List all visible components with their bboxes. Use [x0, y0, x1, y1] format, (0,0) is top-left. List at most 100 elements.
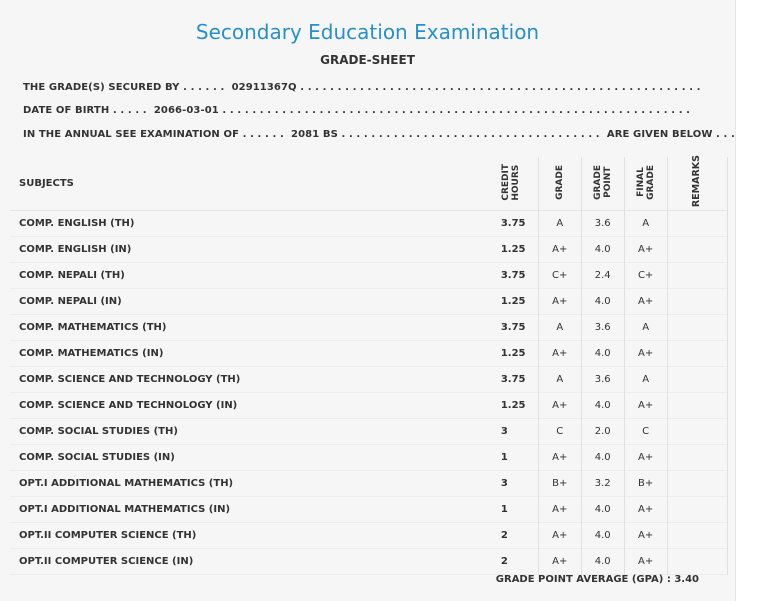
subject-cell: COMP. SCIENCE AND TECHNOLOGY (IN)	[19, 400, 238, 412]
credit-hours-cell: 1.25	[495, 288, 539, 315]
credit-hours-cell: 1.25	[495, 340, 539, 367]
grade-point-cell: 3.6	[581, 314, 625, 341]
final-grade-cell: A+	[624, 548, 668, 575]
grade-cell: A+	[538, 522, 582, 549]
header-final-grade-label: FINAL GRADE	[635, 164, 656, 200]
table-row: OPT.I ADDITIONAL MATHEMATICS (TH) 3 B+ 3.2 B…	[10, 470, 729, 497]
subject-cell: COMP. ENGLISH (IN)	[19, 244, 132, 256]
remarks-cell	[667, 288, 729, 315]
final-grade-cell: C	[624, 418, 668, 445]
grade-point-cell: 2.0	[581, 418, 625, 445]
credit-hours-cell: 3.75	[495, 314, 539, 341]
table-row: COMP. SCIENCE AND TECHNOLOGY (TH) 3.75 A 3.…	[10, 366, 729, 393]
grade-point-cell: 3.2	[581, 470, 625, 497]
header-grade-label: GRADE	[554, 164, 565, 200]
subject-cell: COMP. NEPALI (IN)	[19, 296, 122, 308]
credit-hours-cell: 3.75	[495, 262, 539, 289]
grade-sheet: Secondary Education Examination GRADE-SH…	[10, 0, 736, 601]
table-row: COMP. SCIENCE AND TECHNOLOGY (IN) 1.25 A+ 4…	[10, 392, 729, 419]
table-row: OPT.II COMPUTER SCIENCE (IN) 2 A+ 4.0 A+	[10, 548, 729, 575]
header-remarks-label: REMARKS	[691, 155, 703, 208]
final-grade-cell: A	[624, 366, 668, 393]
grade-point-cell: 2.4	[581, 262, 625, 289]
remarks-cell	[667, 366, 729, 393]
header-final-grade: FINAL GRADE	[624, 157, 668, 211]
grade-cell: A+	[538, 288, 582, 315]
grade-point-cell: 4.0	[581, 522, 625, 549]
remarks-cell	[667, 548, 729, 575]
table-row: COMP. SOCIAL STUDIES (IN) 1 A+ 4.0 A+	[10, 444, 729, 471]
header-grade: GRADE	[538, 157, 582, 211]
grade-point-cell: 4.0	[581, 548, 625, 575]
grade-sheet-heading: GRADE-SHEET	[320, 53, 415, 67]
grade-point-cell: 4.0	[581, 236, 625, 263]
remarks-cell	[667, 340, 729, 367]
final-grade-cell: A+	[624, 444, 668, 471]
subject-cell: OPT.I ADDITIONAL MATHEMATICS (TH)	[19, 478, 234, 490]
grade-cell: A	[538, 314, 582, 341]
final-grade-cell: A+	[624, 288, 668, 315]
final-grade-cell: C+	[624, 262, 668, 289]
remarks-cell	[667, 444, 729, 471]
remarks-cell	[667, 470, 729, 497]
header-subjects: SUBJECTS	[19, 178, 74, 190]
grade-point-cell: 4.0	[581, 340, 625, 367]
table-row: COMP. ENGLISH (IN) 1.25 A+ 4.0 A+	[10, 236, 729, 263]
remarks-cell	[667, 210, 729, 237]
grade-cell: A+	[538, 392, 582, 419]
header-credit-hours: CREDIT HOURS	[495, 157, 539, 211]
grade-cell: B+	[538, 470, 582, 497]
subject-cell: COMP. MATHEMATICS (TH)	[19, 322, 167, 334]
grade-point-cell: 4.0	[581, 496, 625, 523]
subject-cell: COMP. ENGLISH (TH)	[19, 218, 135, 230]
credit-hours-cell: 2	[495, 522, 539, 549]
remarks-cell	[667, 496, 729, 523]
final-grade-cell: A	[624, 314, 668, 341]
subject-cell: COMP. MATHEMATICS (IN)	[19, 348, 164, 360]
examination-line: IN THE ANNUAL SEE EXAMINATION OF . . . .…	[23, 129, 735, 140]
grade-point-cell: 3.6	[581, 366, 625, 393]
grade-point-cell: 4.0	[581, 288, 625, 315]
subject-cell: COMP. SOCIAL STUDIES (IN)	[19, 452, 175, 464]
table-row: OPT.II COMPUTER SCIENCE (TH) 2 A+ 4.0 A+	[10, 522, 729, 549]
table-row: COMP. MATHEMATICS (TH) 3.75 A 3.6 A	[10, 314, 729, 341]
final-grade-cell: A+	[624, 522, 668, 549]
final-grade-cell: A	[624, 210, 668, 237]
final-grade-cell: A+	[624, 392, 668, 419]
header-credit-hours-label: CREDIT HOURS	[500, 163, 521, 201]
final-grade-cell: A+	[624, 340, 668, 367]
subject-cell: COMP. SCIENCE AND TECHNOLOGY (TH)	[19, 374, 241, 386]
subject-cell: OPT.II COMPUTER SCIENCE (IN)	[19, 556, 194, 568]
remarks-cell	[667, 262, 729, 289]
table-row: OPT.I ADDITIONAL MATHEMATICS (IN) 1 A+ 4.0 A…	[10, 496, 729, 523]
remarks-cell	[667, 314, 729, 341]
secured-by-line: THE GRADE(S) SECURED BY . . . . . . 0291…	[23, 82, 701, 93]
grades-table: SUBJECTS CREDIT HOURS GRADE GRADE POINT …	[10, 155, 729, 575]
credit-hours-cell: 2	[495, 548, 539, 575]
gpa-summary: GRADE POINT AVERAGE (GPA) : 3.40	[495, 574, 699, 585]
header-grade-point: GRADE POINT	[581, 157, 625, 211]
grade-point-cell: 3.6	[581, 210, 625, 237]
grade-point-cell: 4.0	[581, 444, 625, 471]
grade-cell: A+	[538, 496, 582, 523]
final-grade-cell: B+	[624, 470, 668, 497]
credit-hours-cell: 1.25	[495, 236, 539, 263]
credit-hours-cell: 3.75	[495, 366, 539, 393]
grade-cell: A+	[538, 444, 582, 471]
remarks-cell	[667, 418, 729, 445]
exam-title: Secondary Education Examination	[195, 20, 540, 44]
subject-cell: COMP. SOCIAL STUDIES (TH)	[19, 426, 178, 438]
remarks-cell	[667, 522, 729, 549]
credit-hours-cell: 3	[495, 470, 539, 497]
grade-cell: A+	[538, 548, 582, 575]
table-row: COMP. ENGLISH (TH) 3.75 A 3.6 A	[10, 210, 729, 237]
remarks-cell	[667, 392, 729, 419]
table-row: COMP. NEPALI (IN) 1.25 A+ 4.0 A+	[10, 288, 729, 315]
grade-cell: C+	[538, 262, 582, 289]
table-row: COMP. NEPALI (TH) 3.75 C+ 2.4 C+	[10, 262, 729, 289]
grade-rows: COMP. ENGLISH (TH) 3.75 A 3.6 A COMP. ENGLISH…	[10, 210, 729, 575]
subject-cell: OPT.I ADDITIONAL MATHEMATICS (IN)	[19, 504, 231, 516]
grade-point-cell: 4.0	[581, 392, 625, 419]
credit-hours-cell: 1.25	[495, 392, 539, 419]
subject-cell: COMP. NEPALI (TH)	[19, 270, 125, 282]
